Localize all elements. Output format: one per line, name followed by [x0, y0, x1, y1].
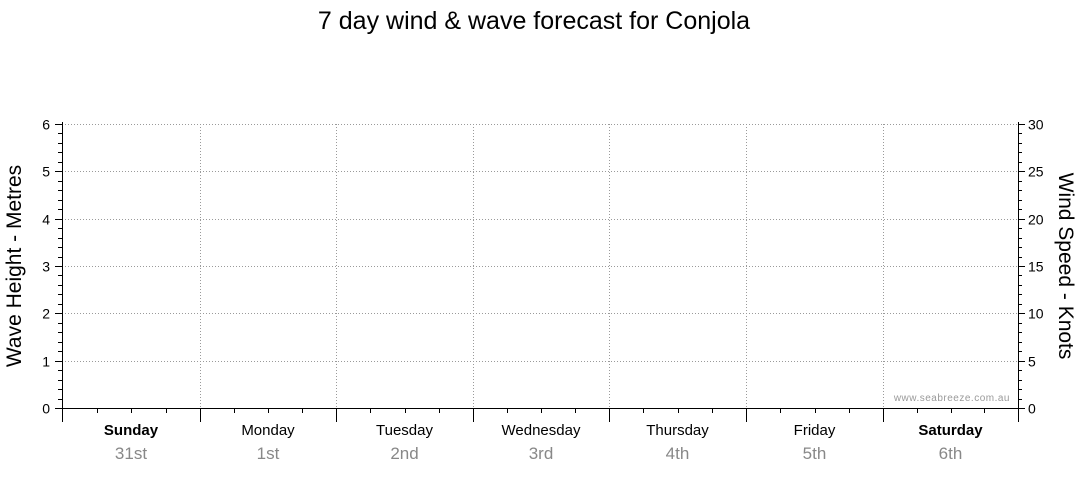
left-axis-label: Wave Height - Metres: [3, 165, 26, 367]
day-date-label: 3rd: [529, 444, 554, 463]
left-y-axis-ticks: 0 1 2 3 4 5 6: [42, 117, 62, 417]
day-name-label: Wednesday: [502, 422, 581, 439]
day-date-label: 31st: [115, 444, 147, 463]
right-axis-label: Wind Speed - Knots: [1054, 173, 1077, 360]
left-tick-label: 0: [42, 401, 50, 417]
axes: [62, 122, 1019, 409]
left-tick-label: 3: [42, 259, 50, 275]
day-date-label: 5th: [803, 444, 827, 463]
right-tick-label: 0: [1028, 401, 1036, 417]
right-tick-label: 25: [1028, 164, 1044, 180]
day-name-label: Tuesday: [376, 422, 433, 439]
right-tick-label: 30: [1028, 117, 1044, 133]
day-date-label: 2nd: [390, 444, 418, 463]
day-date-label: 4th: [666, 444, 690, 463]
right-tick-label: 15: [1028, 259, 1044, 275]
watermark: www.seabreeze.com.au: [893, 393, 1010, 404]
day-name-label: Monday: [241, 422, 295, 439]
right-y-axis-ticks: 0 5 10 15 20 25 30: [1018, 117, 1044, 417]
right-tick-label: 5: [1028, 354, 1036, 370]
day-date-label: 6th: [939, 444, 963, 463]
right-tick-label: 10: [1028, 306, 1044, 322]
left-tick-label: 6: [42, 117, 50, 133]
grid-lines: [62, 124, 1018, 408]
day-name-label: Friday: [794, 422, 836, 439]
x-axis-ticks: [62, 408, 1019, 422]
chart-title: 7 day wind & wave forecast for Conjola: [318, 7, 750, 35]
left-tick-label: 2: [42, 306, 50, 322]
left-tick-label: 5: [42, 164, 50, 180]
day-name-label: Thursday: [646, 422, 709, 439]
day-date-label: 1st: [257, 444, 280, 463]
left-tick-label: 4: [42, 212, 50, 228]
day-name-label: Sunday: [104, 422, 159, 439]
day-name-label: Saturday: [918, 422, 983, 439]
right-tick-label: 20: [1028, 212, 1044, 228]
left-tick-label: 1: [42, 354, 50, 370]
x-axis-day-labels: Sunday 31st Monday 1st Tuesday 2nd Wednesday 3r…: [104, 422, 983, 463]
